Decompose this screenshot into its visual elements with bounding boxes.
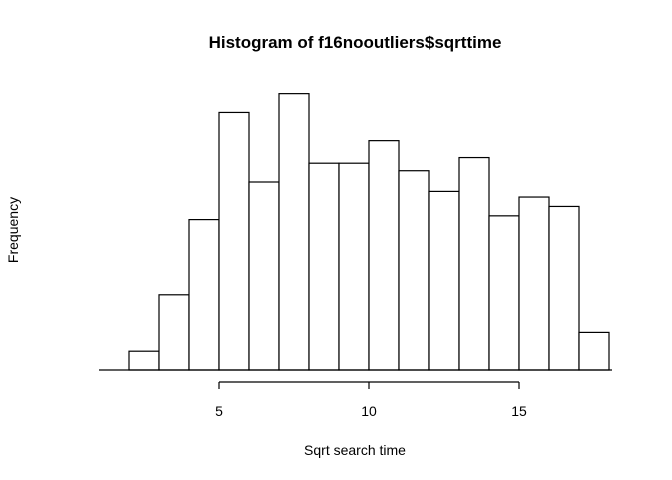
- histogram-bars: [128, 93, 610, 371]
- x-axis: 5 10 15: [215, 381, 527, 419]
- histogram-bar: [338, 162, 370, 371]
- histogram-bar: [398, 170, 430, 371]
- chart-title: Histogram of f16nooutliers$sqrttime: [209, 33, 502, 52]
- histogram-bar: [458, 156, 490, 371]
- histogram-bar: [368, 140, 400, 371]
- x-tick-label: 10: [361, 403, 377, 419]
- histogram-bar: [188, 219, 220, 371]
- histogram-bar: [218, 111, 250, 371]
- x-axis-label: Sqrt search time: [304, 442, 406, 458]
- histogram-bar: [248, 181, 280, 371]
- x-tick-label: 5: [215, 403, 223, 419]
- histogram-bar: [548, 205, 580, 371]
- histogram-bar: [518, 196, 550, 371]
- histogram-bar: [158, 294, 190, 371]
- histogram-bar: [578, 331, 610, 371]
- histogram-bar: [128, 350, 160, 371]
- y-axis-label: Frequency: [5, 197, 21, 263]
- histogram-bar: [308, 162, 340, 371]
- histogram-bar: [278, 93, 310, 371]
- histogram-bar: [428, 190, 460, 371]
- x-tick-label: 15: [511, 403, 527, 419]
- histogram-bar: [488, 215, 520, 371]
